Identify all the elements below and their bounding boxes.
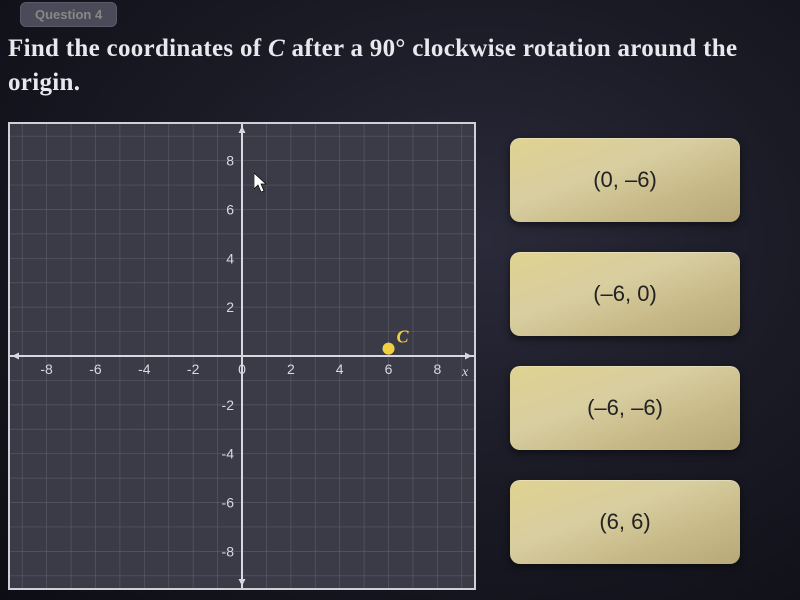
svg-text:2: 2 <box>287 361 295 377</box>
prompt-part-1: Find the coordinates of <box>8 35 268 62</box>
svg-text:-4: -4 <box>138 361 151 377</box>
answer-choices: (0, –6) (–6, 0) (–6, –6) (6, 6) <box>510 138 740 564</box>
prompt-point-letter: C <box>268 35 285 62</box>
svg-text:-8: -8 <box>222 543 235 559</box>
svg-text:2: 2 <box>226 299 234 315</box>
svg-text:-2: -2 <box>222 397 235 413</box>
svg-text:6: 6 <box>385 361 393 377</box>
svg-text:-4: -4 <box>222 446 235 462</box>
svg-text:8: 8 <box>226 153 234 169</box>
svg-text:6: 6 <box>226 201 234 217</box>
question-prompt: Find the coordinates of C after a 90° cl… <box>8 32 790 100</box>
question-badge: Question 4 <box>20 2 117 27</box>
answer-choice-1[interactable]: (0, –6) <box>510 138 740 222</box>
svg-text:-6: -6 <box>89 361 102 377</box>
coordinate-graph: -8 -6 -4 -2 0 2 4 6 8 -8 -6 -4 -2 2 4 6 8 x C <box>8 122 476 590</box>
svg-text:C: C <box>397 327 410 347</box>
svg-text:4: 4 <box>336 361 344 377</box>
graph-svg: -8 -6 -4 -2 0 2 4 6 8 -8 -6 -4 -2 2 4 6 8 x C <box>10 124 474 588</box>
answer-choice-3[interactable]: (–6, –6) <box>510 366 740 450</box>
svg-text:-8: -8 <box>40 361 53 377</box>
answer-choice-2[interactable]: (–6, 0) <box>510 252 740 336</box>
svg-text:x: x <box>461 365 469 380</box>
svg-text:4: 4 <box>226 250 234 266</box>
answer-choice-4[interactable]: (6, 6) <box>510 480 740 564</box>
svg-text:8: 8 <box>433 361 441 377</box>
svg-text:-6: -6 <box>222 495 235 511</box>
svg-text:0: 0 <box>238 361 246 377</box>
svg-text:-2: -2 <box>187 361 200 377</box>
